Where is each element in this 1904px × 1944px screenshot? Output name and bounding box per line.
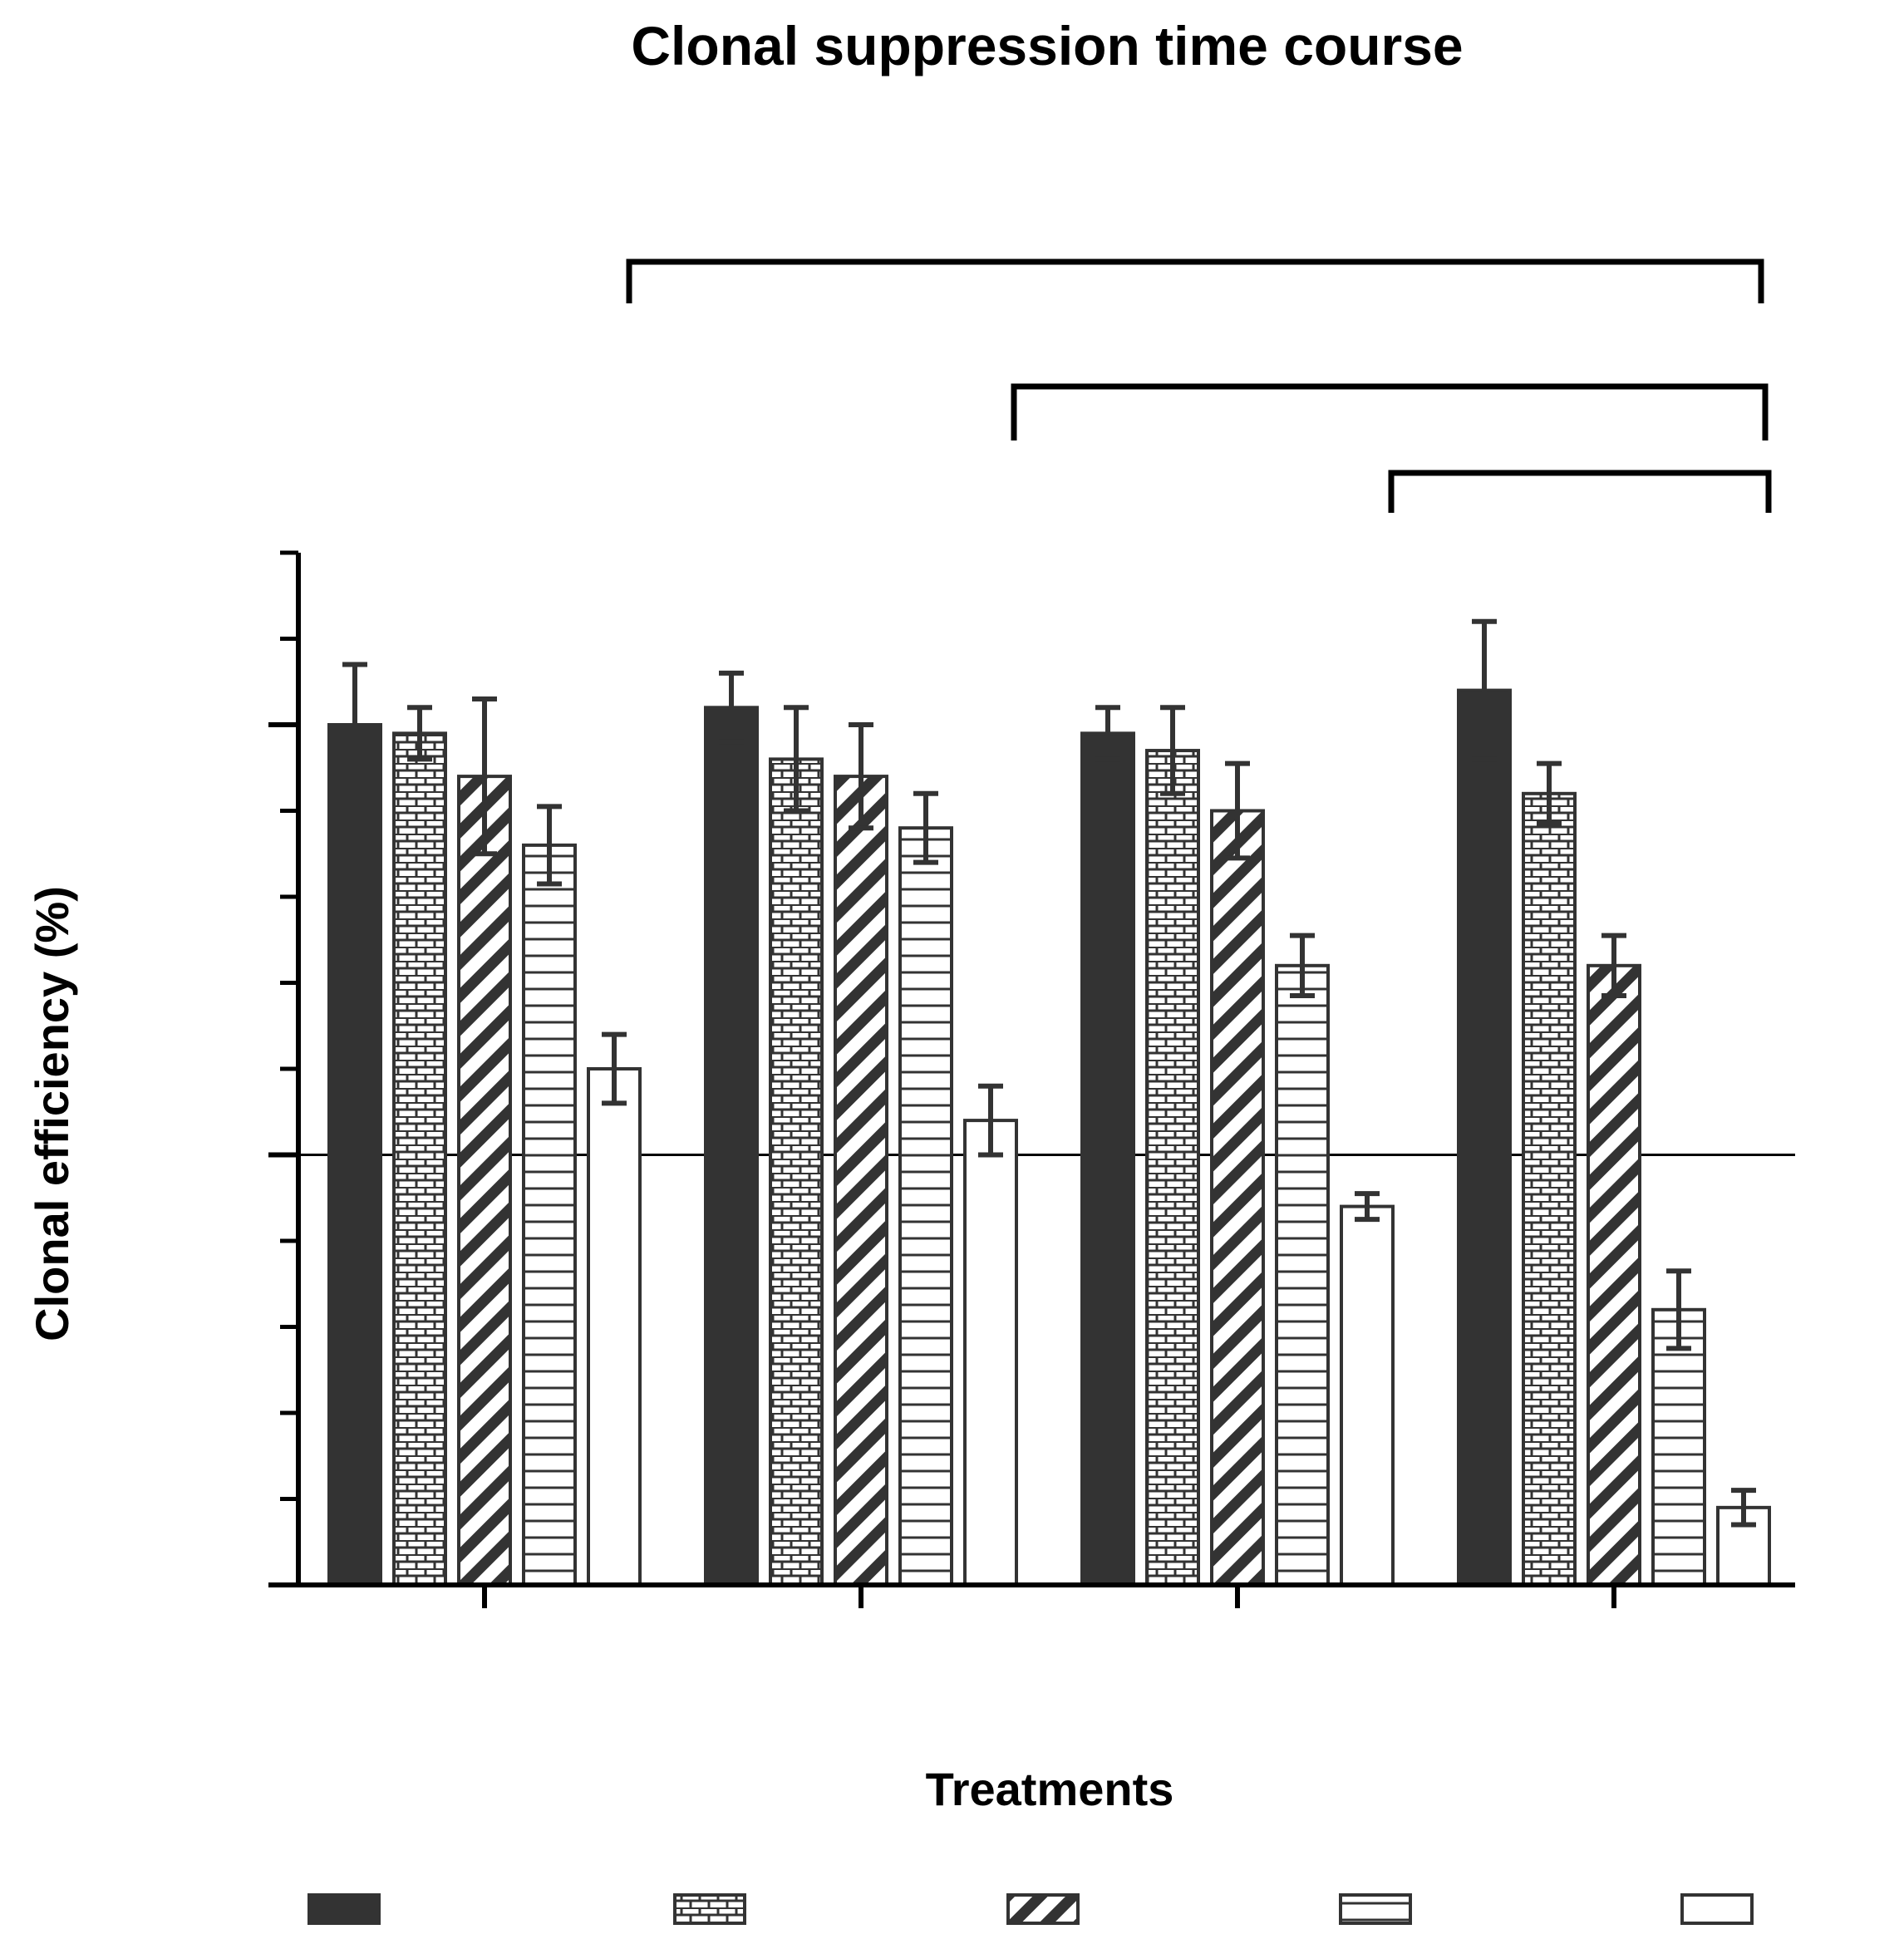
bar-4h-Mix <box>1522 791 1577 1587</box>
bar-Ctr-RNP9 <box>327 723 382 1587</box>
bar-16-RNP9 <box>522 843 577 1587</box>
bar-24h-RNP9 <box>587 1067 642 1587</box>
legend-swatch-8h <box>1006 1893 1080 1925</box>
legend-swatch-Ctr <box>307 1893 381 1925</box>
bar-4h-RNP12 <box>1145 749 1200 1587</box>
x-axis-label: Treatments <box>926 1763 1174 1815</box>
bar-8h-RNP10 <box>834 775 888 1587</box>
axes-layer <box>268 550 1795 1608</box>
significance-bracket <box>1388 470 1772 513</box>
legend-swatch-24h <box>1680 1893 1754 1925</box>
bar-4h-RNP9 <box>392 731 447 1587</box>
bar-8h-RNP12 <box>1210 809 1265 1587</box>
legend <box>307 1893 1754 1925</box>
legend-swatch-4h <box>673 1893 746 1925</box>
bar-Ctr-RNP12 <box>1080 731 1135 1587</box>
bar-24h-RNP12 <box>1340 1204 1395 1587</box>
bar-16-RNP10 <box>898 826 953 1587</box>
bar-Ctr-RNP10 <box>704 706 759 1587</box>
significance-brackets <box>626 258 1772 513</box>
bar-16-RNP12 <box>1275 963 1330 1587</box>
y-axis-label: Clonal efficiency (%) <box>26 886 78 1341</box>
chart-title: Clonal suppression time course <box>631 15 1463 76</box>
bars-layer <box>327 618 1771 1587</box>
legend-swatch-16 <box>1339 1893 1412 1925</box>
bar-8h-Mix <box>1587 963 1641 1587</box>
bar-8h-RNP9 <box>457 775 512 1587</box>
bar-4h-RNP10 <box>769 757 824 1587</box>
significance-bracket <box>1011 383 1769 440</box>
bar-16-Mix <box>1651 1307 1706 1587</box>
bar-Ctr-Mix <box>1457 688 1512 1587</box>
significance-bracket <box>626 258 1764 303</box>
bar-24h-RNP10 <box>963 1119 1018 1587</box>
